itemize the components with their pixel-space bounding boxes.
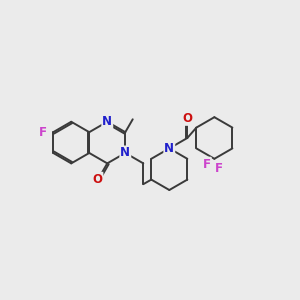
- Text: N: N: [164, 142, 174, 155]
- Text: O: O: [92, 173, 103, 186]
- Text: N: N: [120, 146, 130, 160]
- Text: N: N: [102, 115, 112, 128]
- Text: F: F: [203, 158, 211, 171]
- Text: F: F: [215, 162, 223, 176]
- Text: O: O: [182, 112, 192, 125]
- Text: F: F: [39, 126, 47, 139]
